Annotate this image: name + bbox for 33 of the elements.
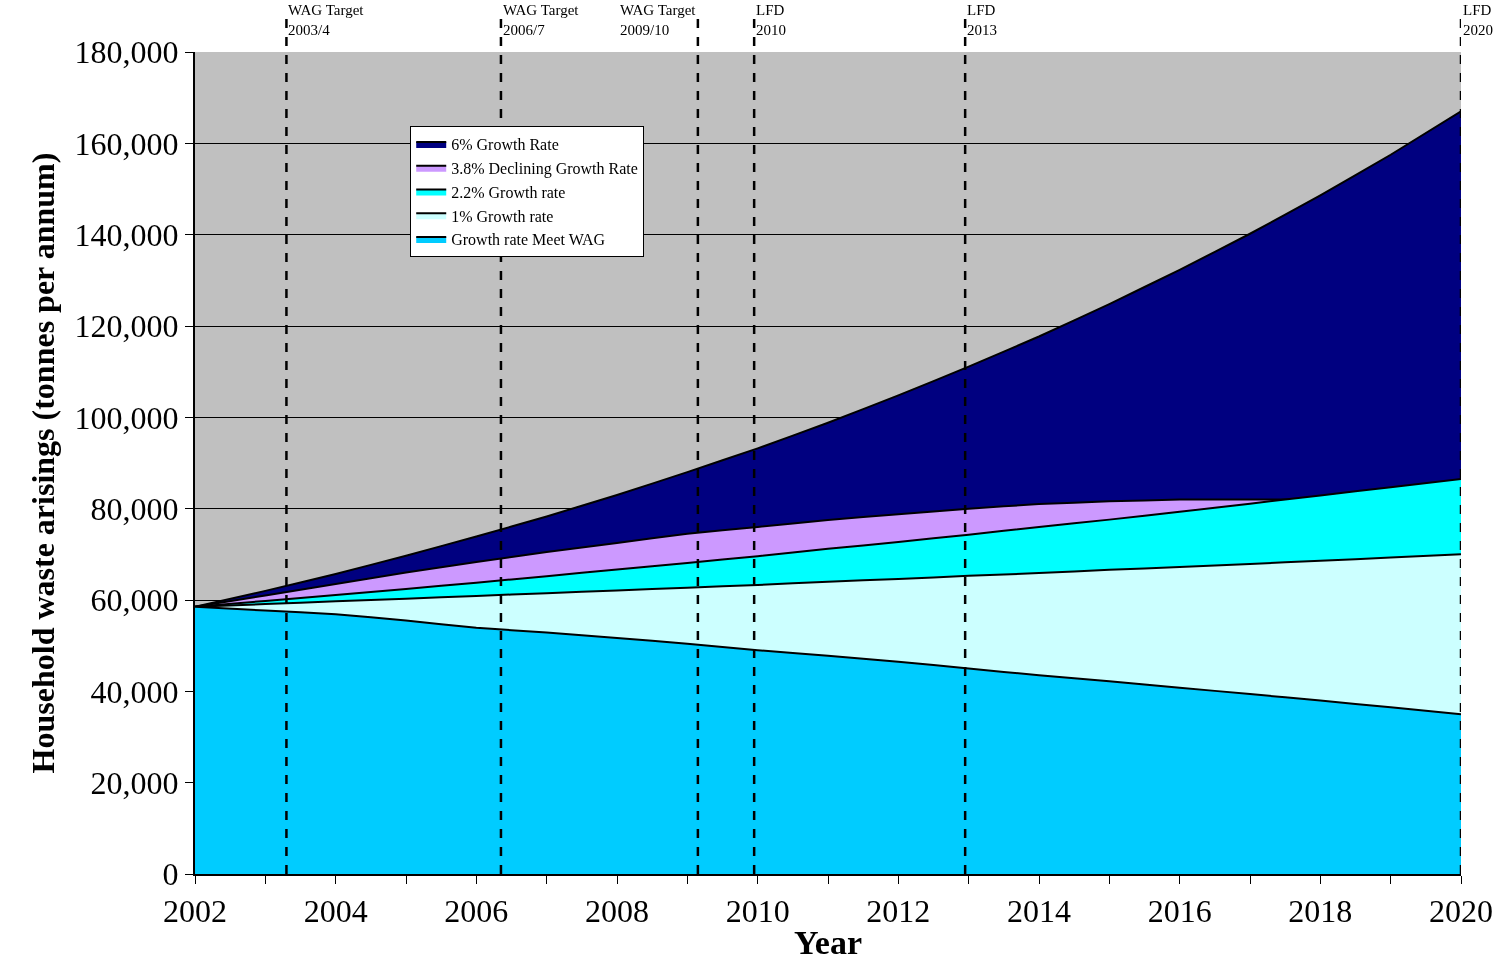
legend-label: 1% Growth rate <box>451 207 554 225</box>
y-tick-label: 180,000 <box>74 34 179 71</box>
x-tick-label: 2004 <box>303 893 368 930</box>
y-tick-label: 160,000 <box>74 125 179 162</box>
legend-label: 2.2% Growth rate <box>451 183 566 201</box>
ref-line-label: WAG Target 2009/10 <box>620 2 697 38</box>
legend-label: 3.8% Declining Growth Rate <box>451 159 638 178</box>
y-tick-label: 120,000 <box>74 308 179 345</box>
y-tick-label: 40,000 <box>90 673 179 710</box>
x-tick-label: 2020 <box>1429 893 1493 930</box>
ref-line-label: LFD 2010 <box>756 2 786 38</box>
x-tick-label: 2010 <box>725 893 790 930</box>
y-tick-label: 80,000 <box>90 490 179 527</box>
y-tick-label: 0 <box>162 856 179 893</box>
x-axis-title: Year <box>794 924 862 962</box>
ref-line-label: LFD 2013 <box>967 2 997 38</box>
y-tick-label: 20,000 <box>90 764 179 801</box>
ref-line-label: WAG Target 2006/7 <box>503 2 580 38</box>
legend-label: Growth rate Meet WAG <box>451 231 606 249</box>
x-tick-label: 2008 <box>585 893 649 930</box>
x-tick-label: 2018 <box>1288 893 1353 930</box>
x-tick-label: 2014 <box>1007 893 1071 930</box>
y-tick-label: 60,000 <box>90 582 179 619</box>
ref-line-label: LFD 2020 <box>1463 2 1493 38</box>
x-tick-label: 2006 <box>444 893 509 930</box>
x-tick-label: 2002 <box>163 893 227 930</box>
y-tick-label: 100,000 <box>74 399 179 436</box>
x-tick-label: 2012 <box>866 893 931 930</box>
x-tick-label: 2016 <box>1147 893 1212 930</box>
y-axis-title: Household waste arisings (tonnes per annum) <box>25 152 62 774</box>
legend-label: 6% Growth Rate <box>451 136 559 154</box>
y-tick-label: 140,000 <box>74 216 179 253</box>
ref-line-label: WAG Target 2003/4 <box>288 2 365 38</box>
